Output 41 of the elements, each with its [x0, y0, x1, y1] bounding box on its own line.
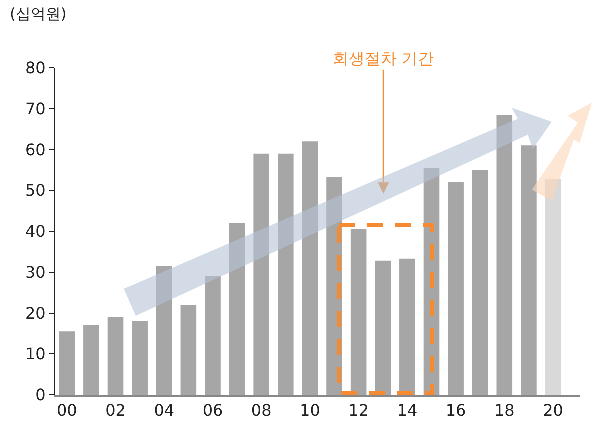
bar — [108, 317, 124, 395]
x-tick-label: 00 — [56, 401, 78, 420]
y-tick-label: 70 — [25, 99, 46, 118]
y-tick-label: 30 — [25, 262, 46, 282]
y-tick-label: 0 — [36, 386, 46, 405]
bar — [302, 142, 318, 395]
x-tick-label: 08 — [251, 401, 272, 420]
bar — [59, 332, 76, 395]
bar — [448, 182, 464, 395]
x-tick-label: 16 — [446, 401, 466, 420]
y-tick-label: 80 — [25, 58, 46, 78]
x-tick-label: 04 — [154, 401, 175, 420]
bar — [545, 179, 562, 395]
y-tick-label: 20 — [25, 304, 46, 323]
bar — [521, 146, 537, 395]
x-tick-label: 20 — [543, 401, 564, 420]
bar — [278, 154, 294, 395]
y-tick-label: 50 — [25, 181, 46, 200]
text: 회생절차 기간 — [333, 49, 434, 68]
x-tick-label: 06 — [202, 401, 224, 420]
bar — [205, 276, 221, 395]
x-tick-label: 02 — [106, 401, 126, 420]
bar — [132, 321, 148, 395]
y-tick-label: 60 — [25, 140, 46, 160]
bar — [472, 170, 488, 395]
y-tick-label: 40 — [25, 222, 46, 242]
bar — [375, 260, 392, 395]
bar — [84, 326, 100, 395]
x-tick-label: 10 — [300, 401, 320, 420]
y-axis-title: (십억원) — [10, 5, 67, 23]
x-tick-label: 14 — [397, 401, 418, 420]
bar — [156, 266, 172, 395]
bar — [400, 258, 416, 395]
bar — [350, 229, 367, 395]
y-tick-label: 10 — [25, 344, 46, 364]
x-tick-label: 18 — [494, 401, 515, 420]
bar — [180, 305, 197, 395]
bar — [229, 223, 246, 395]
x-tick-label: 12 — [348, 401, 369, 420]
bar — [254, 154, 270, 395]
bar — [496, 115, 513, 395]
